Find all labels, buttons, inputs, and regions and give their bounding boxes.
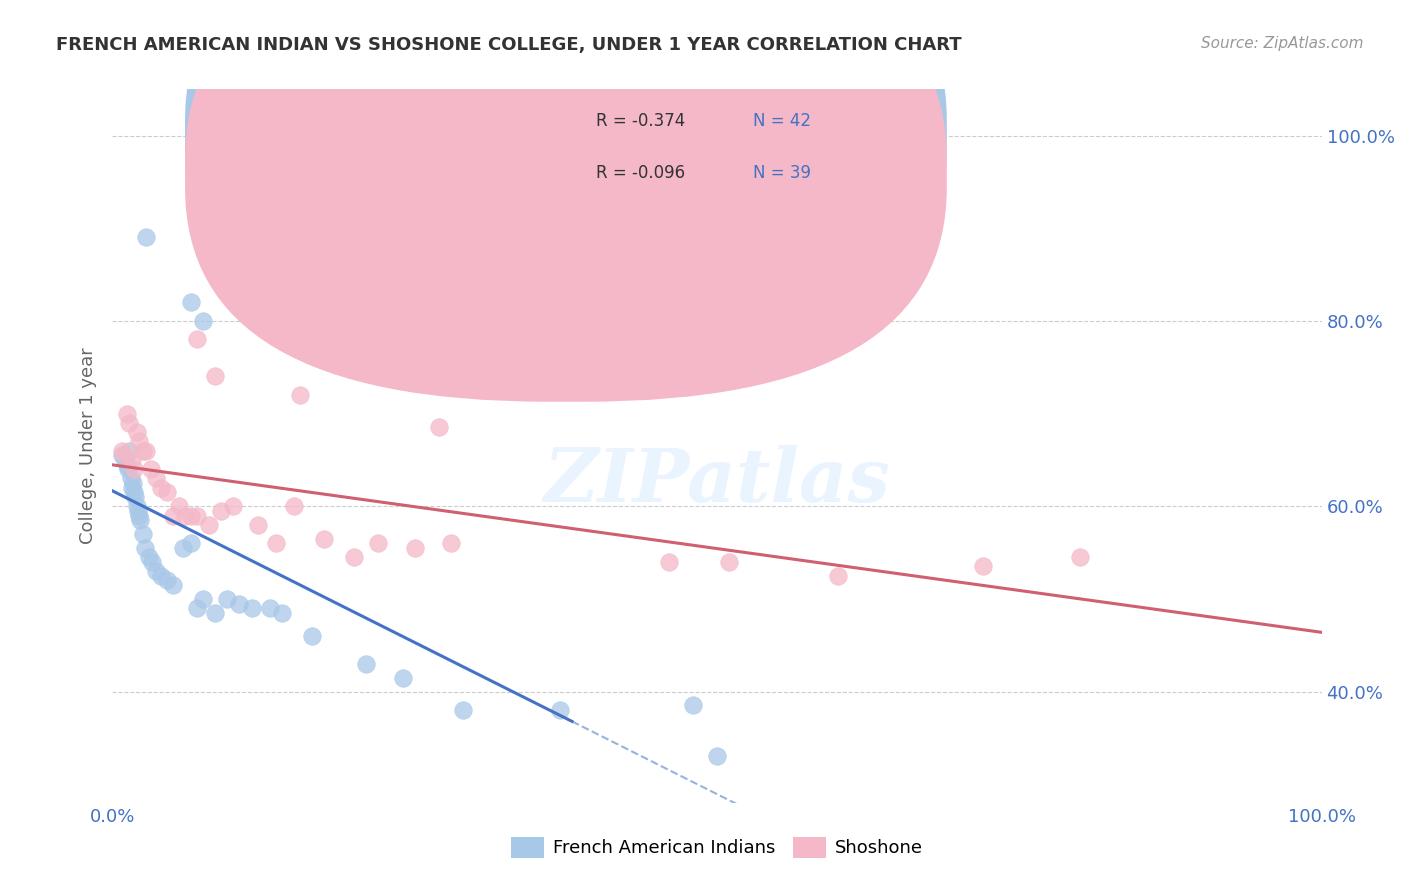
Point bbox=[246, 517, 269, 532]
Point bbox=[706, 749, 728, 764]
Point bbox=[288, 388, 311, 402]
Point bbox=[121, 453, 143, 467]
Point bbox=[259, 601, 281, 615]
Point bbox=[356, 657, 378, 671]
Point bbox=[209, 504, 232, 518]
Point bbox=[451, 703, 474, 717]
Point bbox=[972, 559, 994, 574]
Text: N = 39: N = 39 bbox=[754, 164, 811, 182]
Point bbox=[125, 425, 148, 439]
Point bbox=[186, 601, 208, 615]
Point bbox=[128, 508, 150, 523]
Point bbox=[134, 541, 156, 555]
Point bbox=[162, 508, 184, 523]
Point bbox=[149, 568, 172, 582]
Point bbox=[172, 541, 194, 555]
Point bbox=[115, 458, 138, 472]
Point bbox=[180, 295, 202, 310]
Point bbox=[312, 532, 335, 546]
Point bbox=[162, 578, 184, 592]
Point bbox=[283, 500, 305, 514]
Point bbox=[156, 485, 179, 500]
Text: N = 42: N = 42 bbox=[754, 112, 811, 130]
FancyBboxPatch shape bbox=[512, 96, 922, 211]
Point bbox=[156, 574, 179, 588]
Point bbox=[198, 517, 221, 532]
Point bbox=[367, 536, 389, 550]
Point bbox=[149, 481, 172, 495]
Point bbox=[174, 508, 197, 523]
Point bbox=[228, 597, 250, 611]
Point bbox=[141, 462, 163, 476]
Point bbox=[125, 500, 148, 514]
Point bbox=[827, 568, 849, 582]
Legend: French American Indians, Shoshone: French American Indians, Shoshone bbox=[505, 830, 929, 865]
Point bbox=[180, 508, 202, 523]
Point bbox=[1069, 550, 1091, 565]
Point bbox=[141, 555, 163, 569]
Point bbox=[127, 504, 149, 518]
Point bbox=[217, 591, 239, 606]
Point bbox=[122, 476, 145, 491]
Text: R = -0.096: R = -0.096 bbox=[596, 164, 685, 182]
FancyBboxPatch shape bbox=[186, 0, 946, 401]
Point bbox=[222, 500, 245, 514]
Point bbox=[718, 555, 741, 569]
Point bbox=[122, 485, 145, 500]
Point bbox=[145, 471, 167, 485]
Point bbox=[186, 333, 208, 347]
Point bbox=[121, 481, 143, 495]
Point bbox=[240, 601, 263, 615]
Point bbox=[145, 564, 167, 578]
Point bbox=[115, 407, 138, 421]
Text: FRENCH AMERICAN INDIAN VS SHOSHONE COLLEGE, UNDER 1 YEAR CORRELATION CHART: FRENCH AMERICAN INDIAN VS SHOSHONE COLLE… bbox=[56, 36, 962, 54]
Point bbox=[135, 443, 157, 458]
Text: R = -0.374: R = -0.374 bbox=[596, 112, 685, 130]
Point bbox=[191, 314, 214, 328]
Point bbox=[658, 555, 681, 569]
Point bbox=[204, 606, 226, 620]
Point bbox=[682, 698, 704, 713]
Point bbox=[404, 541, 426, 555]
Point bbox=[427, 420, 450, 434]
Point bbox=[114, 453, 136, 467]
Point bbox=[129, 513, 152, 527]
Point bbox=[120, 471, 142, 485]
Y-axis label: College, Under 1 year: College, Under 1 year bbox=[79, 348, 97, 544]
Point bbox=[301, 629, 323, 643]
Point bbox=[167, 500, 190, 514]
Text: Source: ZipAtlas.com: Source: ZipAtlas.com bbox=[1201, 36, 1364, 51]
Point bbox=[111, 448, 134, 462]
Point bbox=[132, 443, 155, 458]
Point bbox=[264, 536, 287, 550]
Point bbox=[138, 550, 160, 565]
Point bbox=[122, 462, 145, 476]
Point bbox=[270, 606, 292, 620]
Point bbox=[135, 230, 157, 244]
Point bbox=[391, 671, 413, 685]
Point bbox=[132, 527, 155, 541]
Point bbox=[548, 703, 571, 717]
Point bbox=[117, 462, 139, 476]
Point bbox=[124, 490, 146, 504]
Point bbox=[118, 416, 141, 430]
Point bbox=[191, 591, 214, 606]
Point bbox=[186, 508, 208, 523]
Point bbox=[111, 443, 134, 458]
Point bbox=[114, 448, 136, 462]
Point bbox=[343, 550, 366, 565]
Point bbox=[180, 536, 202, 550]
Point bbox=[204, 369, 226, 384]
FancyBboxPatch shape bbox=[186, 0, 946, 364]
Point bbox=[118, 443, 141, 458]
Point bbox=[440, 536, 463, 550]
Text: ZIPatlas: ZIPatlas bbox=[544, 445, 890, 518]
Point bbox=[128, 434, 150, 449]
